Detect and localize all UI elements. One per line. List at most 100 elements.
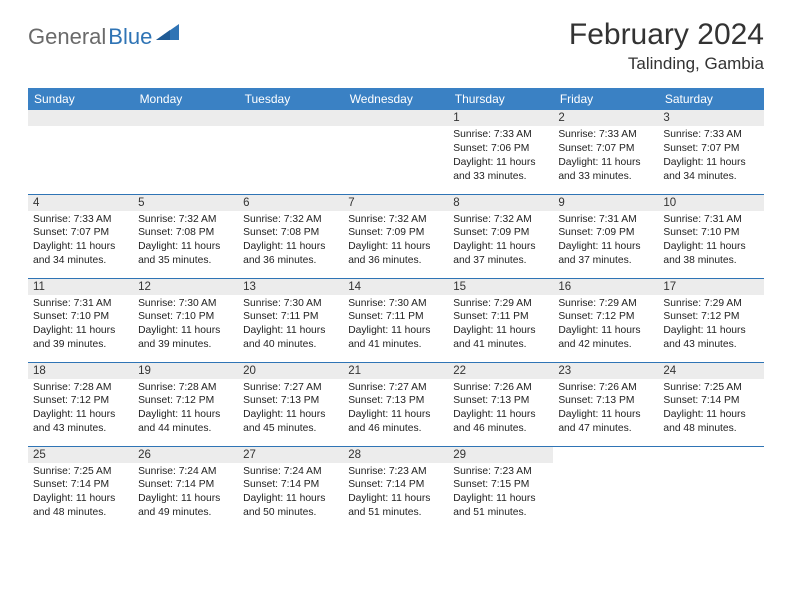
calendar-table: SundayMondayTuesdayWednesdayThursdayFrid… [28, 88, 764, 530]
day-details: Sunrise: 7:25 AMSunset: 7:14 PMDaylight:… [28, 463, 133, 525]
day-number: 2 [553, 110, 658, 126]
day-details: Sunrise: 7:26 AMSunset: 7:13 PMDaylight:… [553, 379, 658, 441]
calendar-page: GeneralBlue February 2024 Talinding, Gam… [0, 0, 792, 530]
day-number: 1 [448, 110, 553, 126]
day-details: Sunrise: 7:30 AMSunset: 7:10 PMDaylight:… [133, 295, 238, 357]
calendar-cell: 10Sunrise: 7:31 AMSunset: 7:10 PMDayligh… [658, 194, 763, 278]
weekday-header: Tuesday [238, 88, 343, 110]
calendar-cell: 27Sunrise: 7:24 AMSunset: 7:14 PMDayligh… [238, 446, 343, 530]
day-details: Sunrise: 7:24 AMSunset: 7:14 PMDaylight:… [133, 463, 238, 525]
calendar-cell: 11Sunrise: 7:31 AMSunset: 7:10 PMDayligh… [28, 278, 133, 362]
day-details: Sunrise: 7:32 AMSunset: 7:09 PMDaylight:… [343, 211, 448, 273]
day-details: Sunrise: 7:23 AMSunset: 7:15 PMDaylight:… [448, 463, 553, 525]
calendar-week: 1Sunrise: 7:33 AMSunset: 7:06 PMDaylight… [28, 110, 764, 194]
day-number: 15 [448, 279, 553, 295]
calendar-cell: 7Sunrise: 7:32 AMSunset: 7:09 PMDaylight… [343, 194, 448, 278]
calendar-cell: 13Sunrise: 7:30 AMSunset: 7:11 PMDayligh… [238, 278, 343, 362]
calendar-cell: 17Sunrise: 7:29 AMSunset: 7:12 PMDayligh… [658, 278, 763, 362]
day-number: 13 [238, 279, 343, 295]
calendar-week: 11Sunrise: 7:31 AMSunset: 7:10 PMDayligh… [28, 278, 764, 362]
weekday-header: Sunday [28, 88, 133, 110]
day-details: Sunrise: 7:32 AMSunset: 7:09 PMDaylight:… [448, 211, 553, 273]
day-number: 27 [238, 447, 343, 463]
weekday-header: Wednesday [343, 88, 448, 110]
calendar-cell: 6Sunrise: 7:32 AMSunset: 7:08 PMDaylight… [238, 194, 343, 278]
calendar-cell: 3Sunrise: 7:33 AMSunset: 7:07 PMDaylight… [658, 110, 763, 194]
calendar-week: 4Sunrise: 7:33 AMSunset: 7:07 PMDaylight… [28, 194, 764, 278]
day-number: 4 [28, 195, 133, 211]
day-number: 6 [238, 195, 343, 211]
calendar-cell: 12Sunrise: 7:30 AMSunset: 7:10 PMDayligh… [133, 278, 238, 362]
day-number: 8 [448, 195, 553, 211]
calendar-cell: 29Sunrise: 7:23 AMSunset: 7:15 PMDayligh… [448, 446, 553, 530]
day-details: Sunrise: 7:31 AMSunset: 7:09 PMDaylight:… [553, 211, 658, 273]
calendar-cell: 15Sunrise: 7:29 AMSunset: 7:11 PMDayligh… [448, 278, 553, 362]
day-details: Sunrise: 7:27 AMSunset: 7:13 PMDaylight:… [238, 379, 343, 441]
brand-part1: General [28, 24, 106, 50]
header: GeneralBlue February 2024 Talinding, Gam… [28, 18, 764, 74]
brand-logo: GeneralBlue [28, 24, 180, 50]
calendar-cell: 23Sunrise: 7:26 AMSunset: 7:13 PMDayligh… [553, 362, 658, 446]
day-details: Sunrise: 7:27 AMSunset: 7:13 PMDaylight:… [343, 379, 448, 441]
calendar-cell: 28Sunrise: 7:23 AMSunset: 7:14 PMDayligh… [343, 446, 448, 530]
day-number: 23 [553, 363, 658, 379]
day-number: 7 [343, 195, 448, 211]
day-number: 20 [238, 363, 343, 379]
day-number-empty [133, 110, 238, 126]
day-details: Sunrise: 7:33 AMSunset: 7:07 PMDaylight:… [28, 211, 133, 273]
day-details: Sunrise: 7:28 AMSunset: 7:12 PMDaylight:… [133, 379, 238, 441]
day-details: Sunrise: 7:33 AMSunset: 7:07 PMDaylight:… [658, 126, 763, 188]
day-details: Sunrise: 7:24 AMSunset: 7:14 PMDaylight:… [238, 463, 343, 525]
weekday-header: Saturday [658, 88, 763, 110]
day-number: 18 [28, 363, 133, 379]
calendar-cell: 20Sunrise: 7:27 AMSunset: 7:13 PMDayligh… [238, 362, 343, 446]
day-details: Sunrise: 7:33 AMSunset: 7:06 PMDaylight:… [448, 126, 553, 188]
month-title: February 2024 [569, 18, 764, 52]
day-details: Sunrise: 7:28 AMSunset: 7:12 PMDaylight:… [28, 379, 133, 441]
day-number: 11 [28, 279, 133, 295]
calendar-week: 18Sunrise: 7:28 AMSunset: 7:12 PMDayligh… [28, 362, 764, 446]
calendar-week: 25Sunrise: 7:25 AMSunset: 7:14 PMDayligh… [28, 446, 764, 530]
day-details: Sunrise: 7:32 AMSunset: 7:08 PMDaylight:… [133, 211, 238, 273]
calendar-cell: 22Sunrise: 7:26 AMSunset: 7:13 PMDayligh… [448, 362, 553, 446]
calendar-cell: 19Sunrise: 7:28 AMSunset: 7:12 PMDayligh… [133, 362, 238, 446]
day-number: 26 [133, 447, 238, 463]
weekday-header: Monday [133, 88, 238, 110]
day-details: Sunrise: 7:25 AMSunset: 7:14 PMDaylight:… [658, 379, 763, 441]
day-number: 29 [448, 447, 553, 463]
calendar-cell: 1Sunrise: 7:33 AMSunset: 7:06 PMDaylight… [448, 110, 553, 194]
day-number: 22 [448, 363, 553, 379]
calendar-cell: 26Sunrise: 7:24 AMSunset: 7:14 PMDayligh… [133, 446, 238, 530]
day-number: 3 [658, 110, 763, 126]
calendar-cell: 25Sunrise: 7:25 AMSunset: 7:14 PMDayligh… [28, 446, 133, 530]
day-number: 17 [658, 279, 763, 295]
day-number: 24 [658, 363, 763, 379]
calendar-cell: 18Sunrise: 7:28 AMSunset: 7:12 PMDayligh… [28, 362, 133, 446]
weekday-header: Friday [553, 88, 658, 110]
calendar-cell: 8Sunrise: 7:32 AMSunset: 7:09 PMDaylight… [448, 194, 553, 278]
day-number: 5 [133, 195, 238, 211]
calendar-cell [28, 110, 133, 194]
day-number: 25 [28, 447, 133, 463]
day-details: Sunrise: 7:29 AMSunset: 7:12 PMDaylight:… [553, 295, 658, 357]
calendar-cell: 2Sunrise: 7:33 AMSunset: 7:07 PMDaylight… [553, 110, 658, 194]
calendar-cell [658, 446, 763, 530]
calendar-cell [343, 110, 448, 194]
weekday-header: Thursday [448, 88, 553, 110]
day-number: 9 [553, 195, 658, 211]
day-details: Sunrise: 7:29 AMSunset: 7:11 PMDaylight:… [448, 295, 553, 357]
calendar-cell [133, 110, 238, 194]
calendar-cell: 21Sunrise: 7:27 AMSunset: 7:13 PMDayligh… [343, 362, 448, 446]
day-details: Sunrise: 7:30 AMSunset: 7:11 PMDaylight:… [238, 295, 343, 357]
day-number: 16 [553, 279, 658, 295]
day-details: Sunrise: 7:31 AMSunset: 7:10 PMDaylight:… [28, 295, 133, 357]
day-number-empty [238, 110, 343, 126]
location-label: Talinding, Gambia [569, 54, 764, 74]
day-number: 28 [343, 447, 448, 463]
calendar-cell: 4Sunrise: 7:33 AMSunset: 7:07 PMDaylight… [28, 194, 133, 278]
day-details: Sunrise: 7:29 AMSunset: 7:12 PMDaylight:… [658, 295, 763, 357]
day-details: Sunrise: 7:33 AMSunset: 7:07 PMDaylight:… [553, 126, 658, 188]
day-number-empty [343, 110, 448, 126]
day-number: 10 [658, 195, 763, 211]
triangle-icon [156, 23, 180, 46]
